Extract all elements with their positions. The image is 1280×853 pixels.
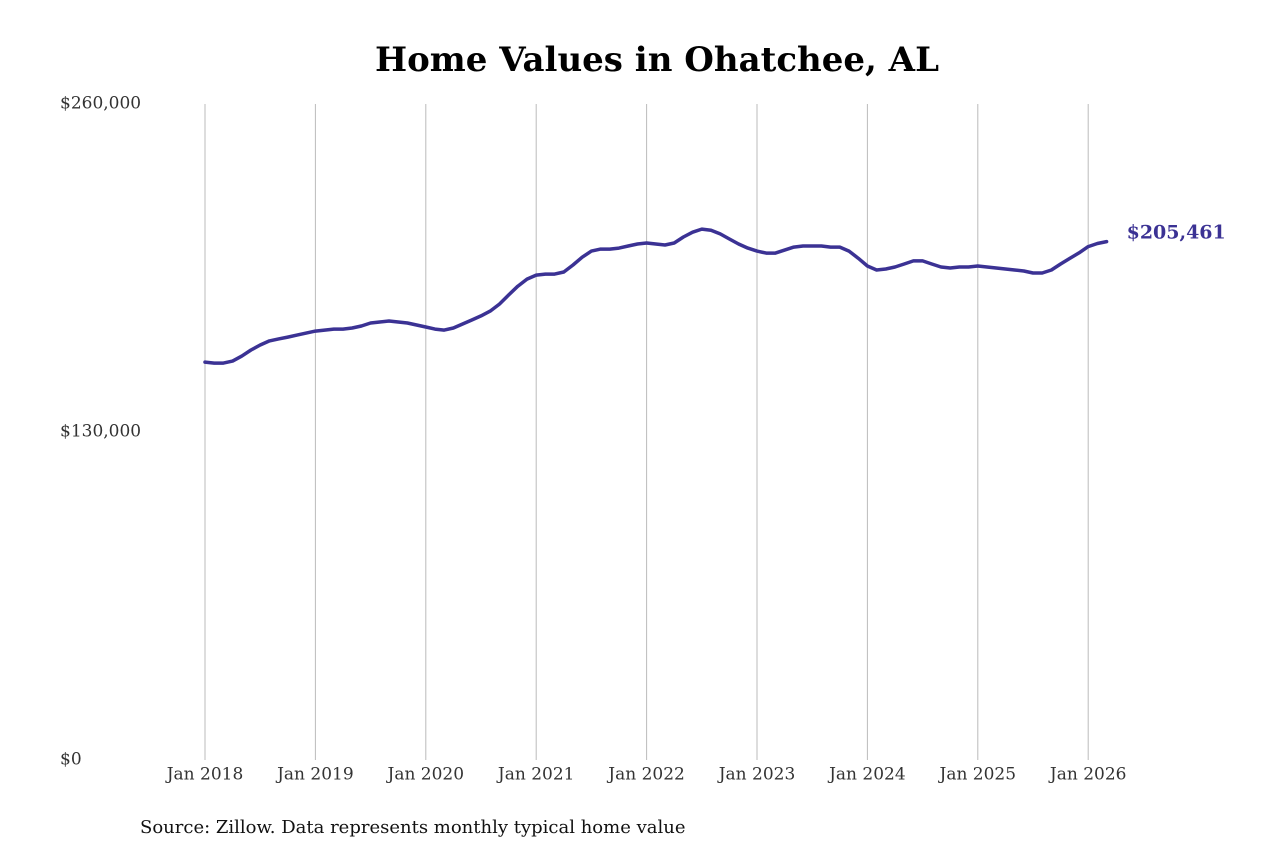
x-tick-label: Jan 2019 <box>275 765 354 785</box>
x-tick-label: Jan 2024 <box>827 765 906 785</box>
x-tick-label: Jan 2020 <box>386 765 465 785</box>
y-tick-label: $130,000 <box>60 422 141 442</box>
x-tick-label: Jan 2023 <box>717 765 796 785</box>
x-tick-label: Jan 2018 <box>165 765 244 785</box>
y-tick-label: $0 <box>60 750 82 770</box>
x-tick-label: Jan 2026 <box>1048 765 1127 785</box>
x-tick-label: Jan 2025 <box>938 765 1017 785</box>
x-tick-label: Jan 2021 <box>496 765 575 785</box>
source: Source: Zillow. Data represents monthly … <box>140 817 686 838</box>
line <box>203 227 1109 365</box>
y-tick-label: $260,000 <box>60 94 141 114</box>
value-label: $205,461 <box>1127 222 1226 244</box>
x-tick-label: Jan 2022 <box>606 765 685 785</box>
chart-title: Home Values in Ohatchee, AL <box>375 40 939 80</box>
